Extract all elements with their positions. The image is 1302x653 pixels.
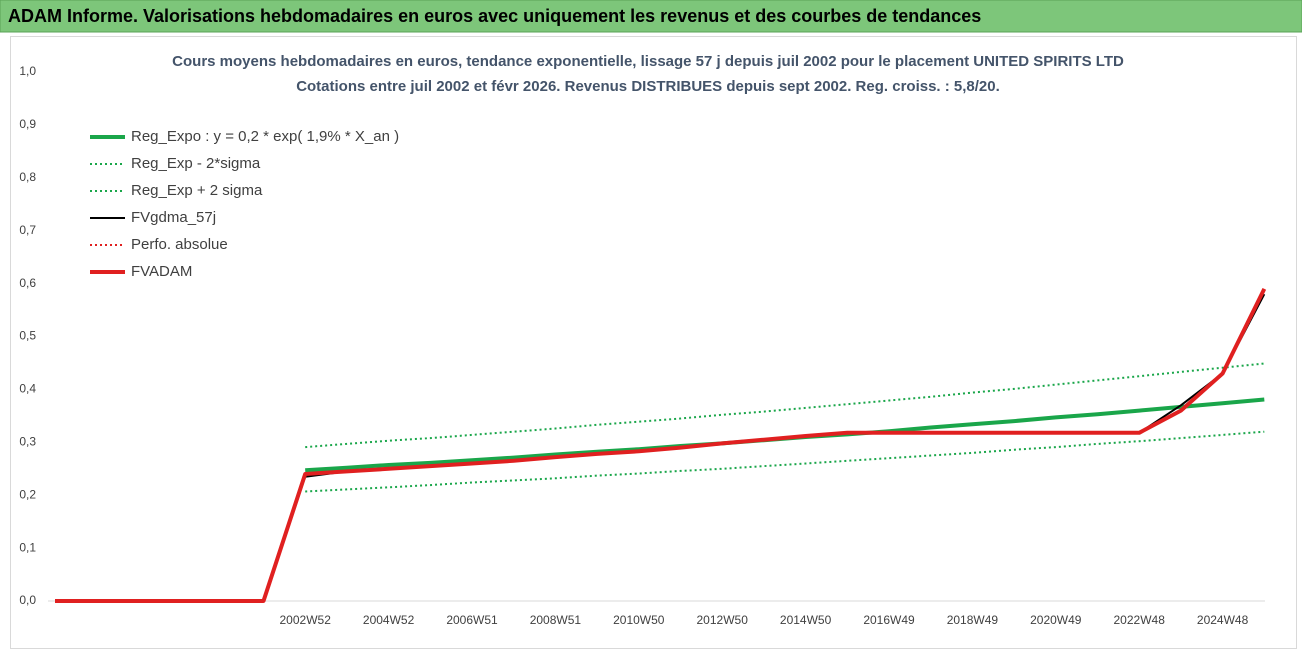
x-tick-label: 2006W51 <box>446 613 498 627</box>
series-line <box>305 430 1265 493</box>
legend-label: FVADAM <box>131 263 192 280</box>
legend-label: Reg_Expo : y = 0,2 * exp( 1,9% * X_an ) <box>131 128 399 145</box>
y-tick-label: 0,3 <box>19 434 36 448</box>
chart-frame <box>10 36 1297 649</box>
chart-subtitle: Cotations entre juil 2002 et févr 2026. … <box>296 78 1000 95</box>
x-tick-label: 2024W48 <box>1197 613 1249 627</box>
x-tick-label: 2016W49 <box>863 613 915 627</box>
legend-label: Reg_Exp - 2*sigma <box>131 155 261 172</box>
series-line <box>55 288 1267 603</box>
y-tick-label: 0,7 <box>19 223 36 237</box>
header-title: ADAM Informe. Valorisations hebdomadaire… <box>8 6 981 26</box>
y-tick-label: 0,5 <box>19 329 36 343</box>
y-tick-label: 0,6 <box>19 276 36 290</box>
x-tick-label: 2010W50 <box>613 613 665 627</box>
x-tick-label: 2022W48 <box>1114 613 1166 627</box>
legend-label: Reg_Exp + 2 sigma <box>131 182 263 199</box>
series-line <box>55 288 1266 602</box>
y-tick-label: 0,0 <box>19 593 36 607</box>
y-tick-label: 0,8 <box>19 170 36 184</box>
y-tick-label: 0,1 <box>19 540 36 554</box>
y-tick-label: 1,0 <box>19 64 36 78</box>
x-tick-label: 2014W50 <box>780 613 832 627</box>
y-tick-label: 0,9 <box>19 117 36 131</box>
x-tick-label: 2004W52 <box>363 613 415 627</box>
x-tick-label: 2012W50 <box>697 613 749 627</box>
x-tick-label: 2002W52 <box>280 613 332 627</box>
series-line <box>305 362 1265 449</box>
x-tick-label: 2008W51 <box>530 613 582 627</box>
y-tick-label: 0,4 <box>19 382 36 396</box>
legend-label: Perfo. absolue <box>131 236 228 253</box>
x-tick-label: 2018W49 <box>947 613 999 627</box>
chart-title: Cours moyens hebdomadaires en euros, ten… <box>172 53 1124 70</box>
x-tick-label: 2020W49 <box>1030 613 1082 627</box>
legend-label: FVgdma_57j <box>131 209 216 226</box>
header-bar <box>0 0 1302 33</box>
y-tick-label: 0,2 <box>19 487 36 501</box>
